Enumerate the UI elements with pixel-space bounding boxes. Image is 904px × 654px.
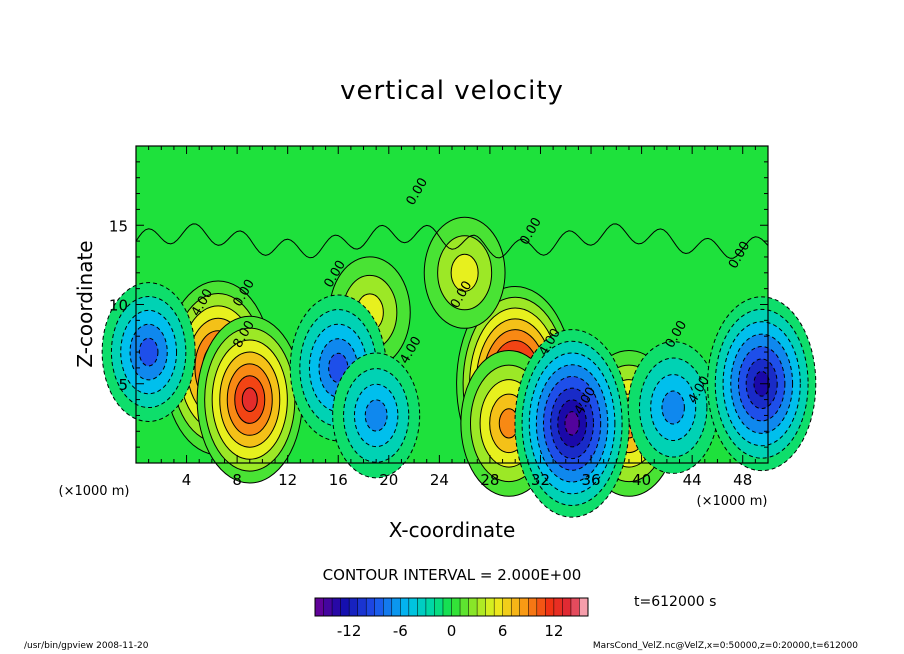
colorbar-bin: [434, 598, 444, 616]
colorbar-bin: [502, 598, 512, 616]
velocity-field: [101, 146, 817, 518]
contour-interval-label: CONTOUR INTERVAL = 2.000E+00: [322, 566, 582, 584]
contour-ring: [364, 399, 388, 432]
x-tick-label: 20: [379, 471, 398, 489]
colorbar-bin: [374, 598, 384, 616]
colorbar-bin: [425, 598, 435, 616]
colorbar: [314, 597, 589, 617]
colorbar-tick-label: 6: [498, 622, 508, 640]
x-tick-label: 44: [683, 471, 702, 489]
colorbar-bin: [519, 598, 529, 616]
colorbar-tick-label: 12: [544, 622, 563, 640]
x-tick-label: 36: [581, 471, 600, 489]
colorbar-bin: [340, 598, 350, 616]
x-unit-label: (×1000 m): [697, 494, 768, 509]
colorbar-frame: [314, 597, 589, 617]
z-unit-label: (×1000 m): [59, 484, 130, 499]
time-label: t=612000 s: [634, 594, 717, 610]
field-cell: [514, 329, 630, 518]
colorbar-bin: [349, 598, 359, 616]
colorbar-bin: [323, 598, 333, 616]
colorbar-bin: [417, 598, 427, 616]
x-tick-label: 24: [430, 471, 449, 489]
colorbar-bin: [408, 598, 418, 616]
z-axis-label: Z-coordinate: [73, 240, 97, 367]
contour-ring: [450, 253, 479, 292]
colorbar-bin: [357, 598, 367, 616]
contour-lines: [135, 223, 769, 259]
field-cell: [627, 341, 719, 474]
x-tick-label: 8: [232, 471, 242, 489]
x-tick-label: 48: [733, 471, 752, 489]
colorbar-tick-label: -6: [393, 622, 408, 640]
z-tick-label: 5: [118, 376, 128, 394]
colorbar-bin: [460, 598, 469, 616]
colorbar-tick-label: 0: [447, 622, 457, 640]
colorbar-bin: [451, 598, 461, 616]
colorbar-bin: [332, 598, 341, 616]
z-axis-ticks: 5 10 15: [109, 161, 768, 448]
colorbar-bin: [553, 598, 563, 616]
footer-program-label: /usr/bin/gpview 2008-11-20: [24, 641, 149, 651]
field-cell: [196, 315, 303, 484]
zero-contour-line: [135, 223, 769, 259]
x-tick-label: 32: [531, 471, 550, 489]
field-cell: [101, 282, 196, 422]
x-tick-label: 16: [329, 471, 348, 489]
colorbar-bin: [400, 598, 410, 616]
field-cell: [423, 216, 506, 329]
x-axis-label: X-coordinate: [389, 518, 516, 542]
colorbar-bin: [391, 598, 401, 616]
x-axis-ticks: 4 8 12 16 20 24 28 32 36 40 44 48: [148, 146, 756, 489]
colorbar-bin: [442, 598, 452, 616]
colorbar-bin: [528, 598, 538, 616]
x-tick-label: 28: [480, 471, 499, 489]
chart-title: vertical velocity: [340, 76, 564, 106]
contour-ring: [138, 337, 159, 367]
footer-file-label: MarsCond_VelZ.nc@VelZ,x=0:50000,z=0:2000…: [592, 641, 858, 651]
colorbar-bin: [511, 598, 521, 616]
contour-ring: [241, 387, 258, 413]
z-tick-label: 10: [109, 297, 128, 315]
field-cell: [332, 352, 421, 479]
x-tick-label: 12: [278, 471, 297, 489]
colorbar-bin: [468, 598, 478, 616]
colorbar-tick-label: -12: [337, 622, 362, 640]
colorbar-bin: [562, 598, 572, 616]
contour-ring: [564, 411, 580, 436]
z-tick-label: 15: [109, 217, 128, 235]
contour-ring: [661, 390, 685, 425]
colorbar-bin: [536, 598, 546, 616]
colorbar-bin: [383, 598, 393, 616]
colorbar-bin: [315, 598, 324, 616]
colorbar-bin: [477, 598, 487, 616]
x-tick-label: 4: [182, 471, 192, 489]
colorbar-bin: [494, 598, 504, 616]
x-tick-label: 40: [632, 471, 651, 489]
colorbar-bin: [485, 598, 495, 616]
colorbar-bin: [545, 598, 555, 616]
colorbar-bin: [366, 598, 376, 616]
colorbar-bin: [579, 598, 589, 616]
colorbar-bin: [570, 598, 580, 616]
colorbar-tick-labels: -12 -6 0 6 12: [337, 622, 564, 640]
